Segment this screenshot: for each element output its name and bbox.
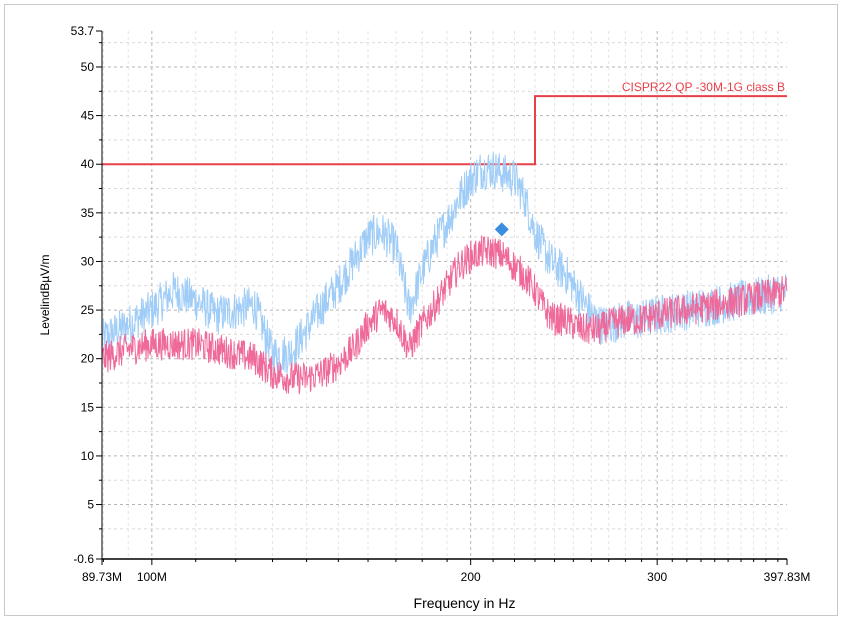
grid — [102, 31, 787, 559]
emission-chart: -0.6 5 10 15 20 25 30 35 40 45 50 53.7 89.73M 100M 200… — [38, 24, 811, 611]
x-tick-label: 397.83M — [764, 570, 811, 584]
x-tick-label: 89.73M — [82, 570, 122, 584]
chart-frame: -0.6 5 10 15 20 25 30 35 40 45 50 53.7 89.73M 100M 200… — [4, 4, 838, 616]
y-tick-label: 5 — [87, 498, 94, 512]
y-tick-label: 40 — [81, 157, 95, 171]
y-tick-label: 45 — [81, 109, 95, 123]
series-layer — [101, 152, 788, 395]
y-tick-label: 53.7 — [71, 24, 95, 38]
diamond-marker — [494, 222, 509, 237]
average-trace — [101, 235, 788, 395]
y-tick-label: 35 — [81, 206, 95, 220]
x-tick-label: 300 — [647, 570, 667, 584]
x-tick-label: 100M — [137, 570, 167, 584]
x-tick-label: 200 — [461, 570, 481, 584]
limit-line-layer — [102, 95, 787, 166]
y-tick-label: 20 — [81, 352, 95, 366]
tick-labels: -0.6 5 10 15 20 25 30 35 40 45 50 53.7 89.73M 100M 200… — [71, 24, 811, 584]
y-tick-label: 10 — [81, 449, 95, 463]
y-tick-label: 30 — [81, 254, 95, 268]
limit-line-label: CISPR22 QP -30M-1G class B — [622, 80, 785, 94]
marker-layer — [494, 222, 509, 237]
x-axis-title: Frequency in Hz — [414, 595, 516, 611]
y-tick-label: 50 — [81, 60, 95, 74]
limit-line — [102, 95, 787, 166]
y-axis-title: LevelindBµV/m — [38, 255, 52, 336]
peak-trace — [101, 152, 788, 374]
y-tick-label: -0.6 — [73, 552, 94, 566]
y-tick-label: 15 — [81, 400, 95, 414]
axes — [96, 30, 788, 565]
y-tick-label: 25 — [81, 303, 95, 317]
